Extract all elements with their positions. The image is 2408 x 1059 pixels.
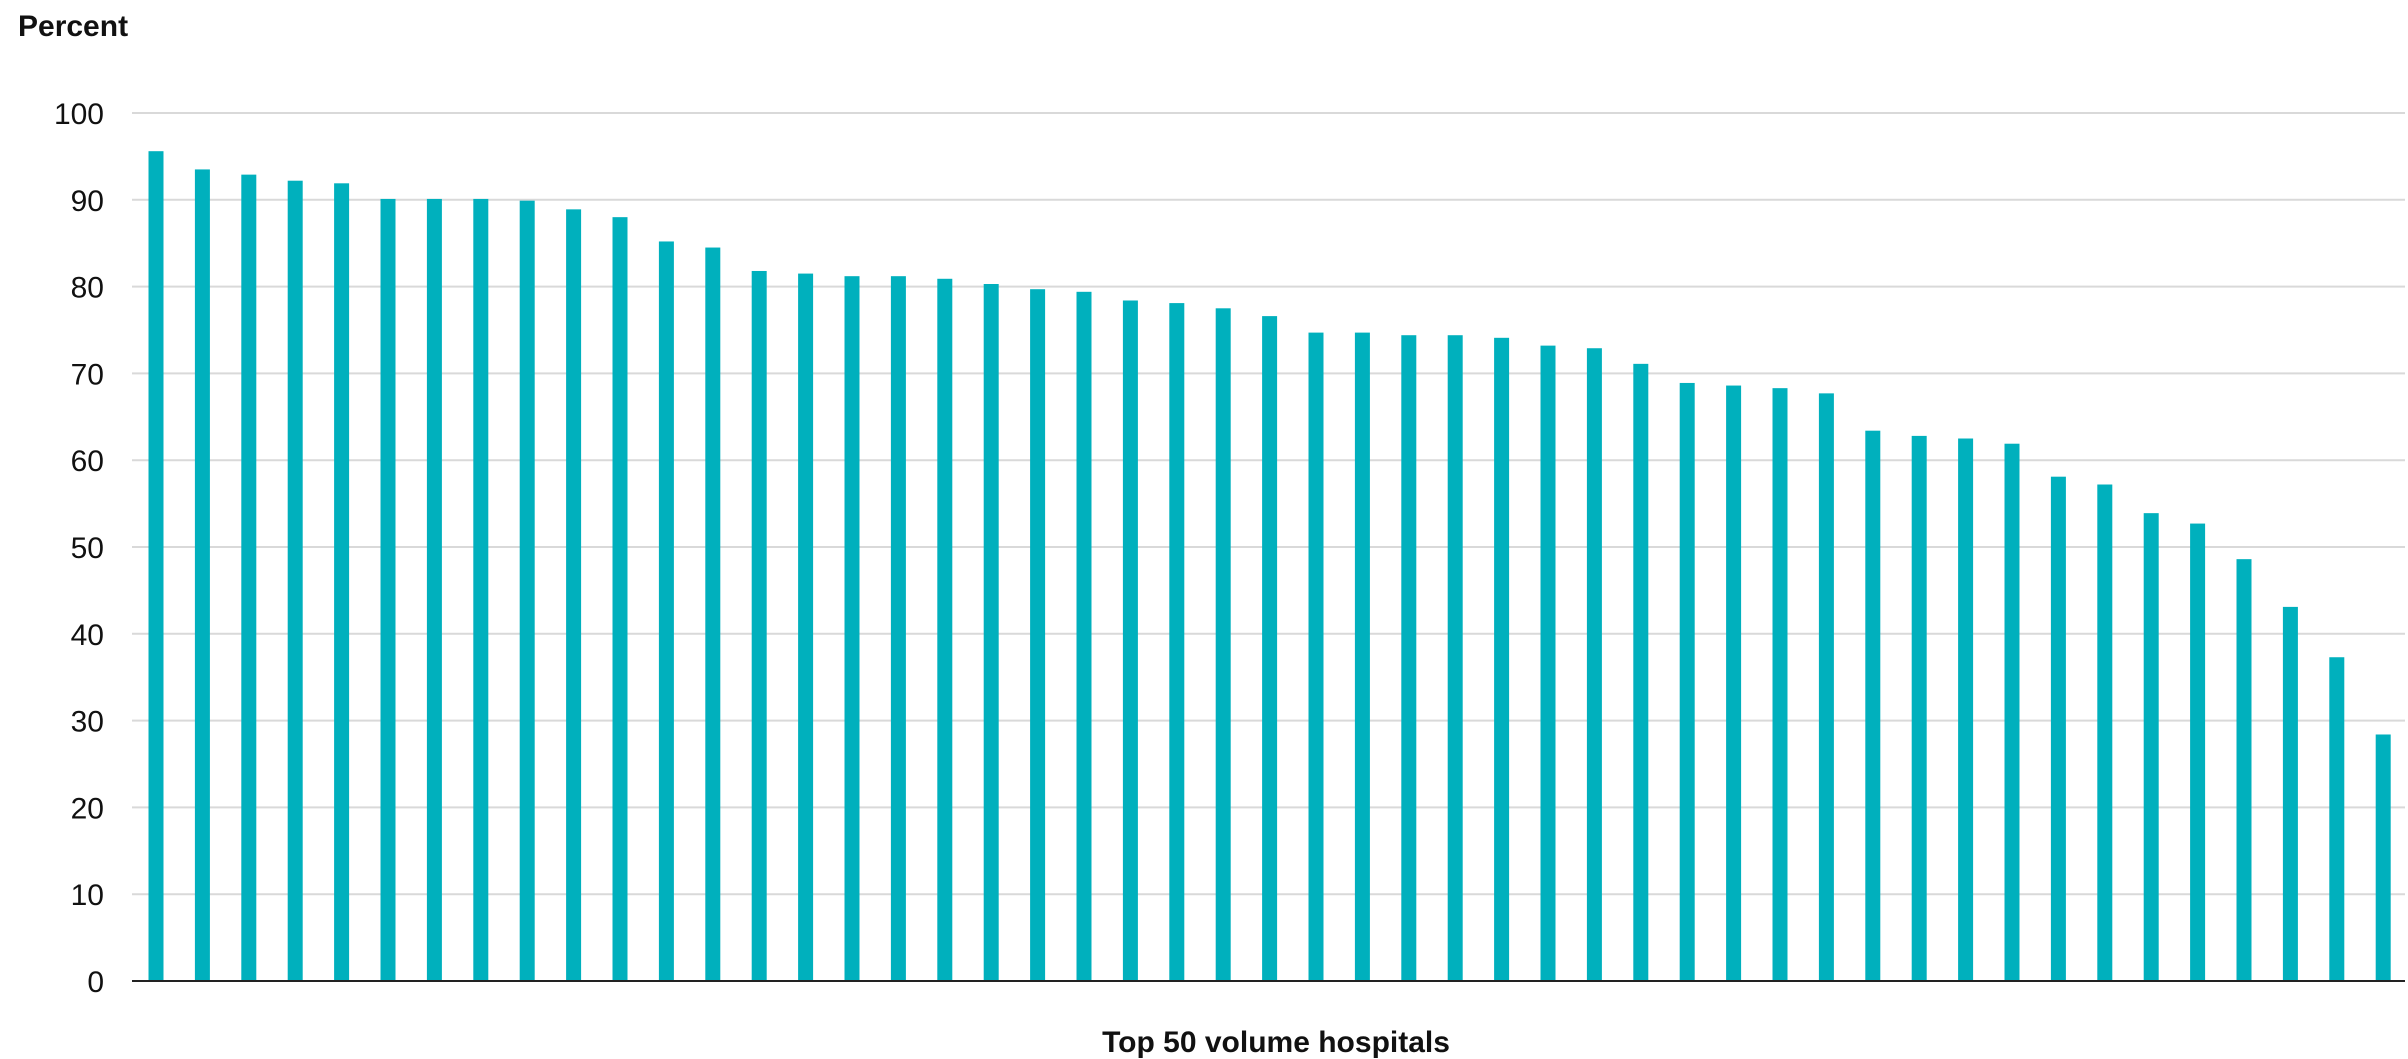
- y-tick-label: 100: [54, 98, 104, 131]
- bar: [1076, 291, 1092, 982]
- y-tick-label: 10: [71, 879, 104, 912]
- bar: [983, 283, 999, 982]
- y-tick-labels: 0 10 20 30 40 50 60 70 80 90 100: [54, 98, 104, 999]
- bar: [937, 278, 953, 982]
- bar: [890, 276, 906, 982]
- bar: [194, 169, 210, 982]
- bar: [658, 241, 674, 982]
- bar: [798, 273, 814, 982]
- bar: [2282, 606, 2298, 981]
- bar: [426, 198, 442, 981]
- y-tick-label: 60: [71, 445, 104, 478]
- bar: [1911, 435, 1927, 981]
- bar: [1308, 332, 1324, 981]
- bar: [1122, 300, 1138, 981]
- bar: [1586, 348, 1602, 981]
- y-axis-title: Percent: [18, 10, 128, 43]
- bar: [1772, 388, 1788, 981]
- y-tick-label: 20: [71, 792, 104, 825]
- y-tick-label: 70: [71, 358, 104, 391]
- bar: [287, 180, 303, 982]
- bar: [519, 200, 535, 982]
- bar: [705, 247, 721, 982]
- bar: [2004, 443, 2020, 981]
- bar: [1262, 316, 1278, 981]
- bar: [566, 209, 582, 981]
- y-tick-label: 0: [87, 966, 104, 999]
- bar: [1215, 308, 1231, 981]
- bar: [148, 151, 164, 981]
- bar: [612, 217, 628, 981]
- bar: [1633, 363, 1649, 981]
- bar: [1865, 430, 1881, 981]
- y-tick-label: 80: [71, 272, 104, 305]
- bar: [1401, 335, 1417, 981]
- bar: [2143, 513, 2159, 981]
- y-tick-label: 40: [71, 619, 104, 652]
- bar: [473, 198, 489, 981]
- y-tick-label: 50: [71, 532, 104, 565]
- bar: [844, 276, 860, 982]
- bar: [2375, 734, 2391, 981]
- y-tick-label: 30: [71, 706, 104, 739]
- bar: [1494, 337, 1510, 981]
- bar: [1354, 332, 1370, 981]
- bar: [334, 183, 350, 982]
- bar: [1958, 438, 1974, 981]
- bar: [1169, 303, 1185, 981]
- bar: [2236, 559, 2252, 981]
- bar: [2097, 484, 2113, 981]
- bar: [1030, 289, 1046, 982]
- y-tick-label: 90: [71, 185, 104, 218]
- bars: [148, 151, 2391, 982]
- bar: [2329, 657, 2345, 981]
- bar: [1679, 382, 1695, 981]
- bar: [751, 270, 767, 981]
- bar: [2050, 476, 2066, 981]
- bar: [1818, 393, 1834, 981]
- bar: [1726, 385, 1742, 981]
- x-axis-title: Top 50 volume hospitals: [1102, 1026, 1450, 1059]
- bar: [1540, 345, 1556, 981]
- bar: [380, 198, 396, 981]
- bar: [1447, 335, 1463, 981]
- bar: [241, 174, 257, 982]
- bar: [2190, 523, 2206, 981]
